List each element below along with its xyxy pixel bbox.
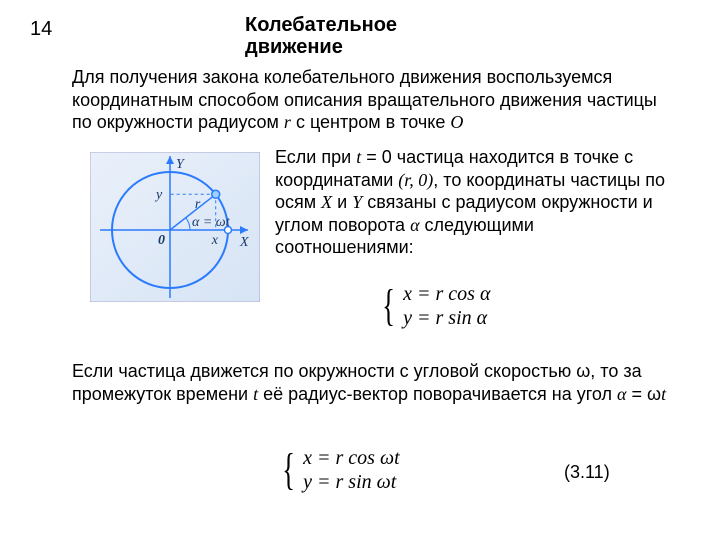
circle-diagram: YX0xyrα = ωt — [90, 152, 260, 302]
intro-paragraph: Для получения закона колебательного движ… — [72, 66, 662, 134]
formula-1-line-2: y = r sin α — [403, 307, 487, 329]
mid-paragraph: Если при t = 0 частица находится в точке… — [275, 146, 675, 259]
formula-2-line-2: y = r sin ωt — [303, 471, 396, 493]
formula-1: { x = r cos α y = r sin α — [378, 282, 490, 330]
lower-paragraph: Если частица движется по окружности с уг… — [72, 360, 672, 405]
svg-text:r: r — [195, 197, 201, 212]
svg-text:0: 0 — [158, 233, 165, 248]
page-title: Колебательное движение — [245, 14, 495, 58]
svg-text:X: X — [239, 235, 249, 250]
svg-text:x: x — [211, 233, 219, 248]
formula-2: { x = r cos ωt y = r sin ωt — [278, 446, 400, 494]
svg-text:y: y — [154, 187, 163, 202]
equation-number: (3.11) — [564, 462, 610, 483]
formula-1-line-1: x = r cos α — [403, 283, 490, 305]
svg-text:α = ωt: α = ωt — [192, 215, 231, 230]
formula-2-line-1: x = r cos ωt — [303, 447, 400, 469]
page-number: 14 — [30, 18, 52, 41]
